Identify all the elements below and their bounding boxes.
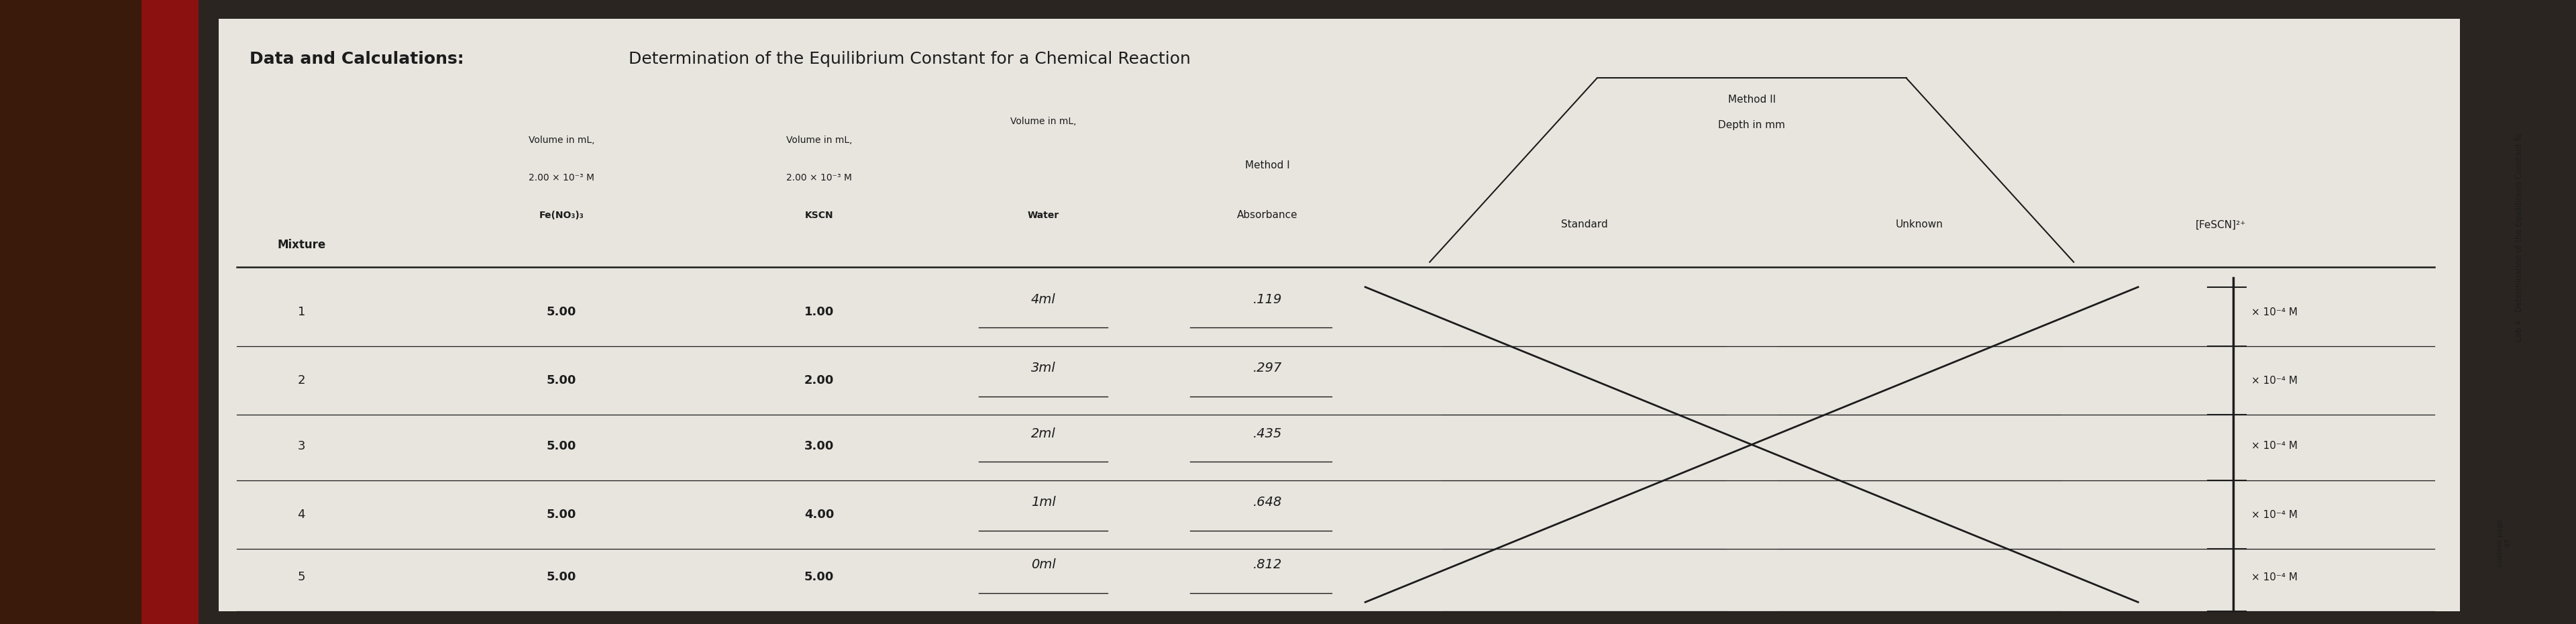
Text: custom page
47: custom page 47 (2496, 519, 2512, 567)
Text: 2.00 × 10⁻³ M: 2.00 × 10⁻³ M (786, 173, 853, 183)
Text: × 10⁻⁴ M: × 10⁻⁴ M (2251, 441, 2298, 451)
Text: Unknown: Unknown (1896, 220, 1942, 230)
Text: 2: 2 (299, 374, 304, 387)
Text: [FeSCN]²⁺: [FeSCN]²⁺ (2195, 220, 2246, 230)
Text: × 10⁻⁴ M: × 10⁻⁴ M (2251, 572, 2298, 582)
Text: 2ml: 2ml (1030, 427, 1056, 440)
Text: Fe(NO₃)₃: Fe(NO₃)₃ (538, 210, 585, 220)
Text: KSCN: KSCN (804, 210, 835, 220)
Text: 3ml: 3ml (1030, 362, 1056, 374)
Text: Data and Calculations:: Data and Calculations: (250, 51, 464, 67)
Text: 4ml: 4ml (1030, 293, 1056, 306)
Text: 3.00: 3.00 (804, 440, 835, 452)
Text: 5.00: 5.00 (546, 374, 577, 387)
Text: Method II: Method II (1728, 95, 1775, 105)
Text: 4: 4 (299, 509, 304, 521)
FancyBboxPatch shape (219, 19, 2460, 612)
Text: Depth in mm: Depth in mm (1718, 120, 1785, 130)
Text: 5.00: 5.00 (546, 571, 577, 583)
Text: Water: Water (1028, 210, 1059, 220)
Text: 0ml: 0ml (1030, 558, 1056, 571)
Text: Volume in mL,: Volume in mL, (528, 135, 595, 145)
Text: .297: .297 (1252, 362, 1283, 374)
Text: 1: 1 (299, 306, 304, 318)
Text: Determination of the Equilibrium Constant for a Chemical Reaction: Determination of the Equilibrium Constan… (623, 51, 1190, 67)
Text: Volume in mL,: Volume in mL, (786, 135, 853, 145)
Text: .435: .435 (1252, 427, 1283, 440)
Text: 5: 5 (299, 571, 304, 583)
Text: .119: .119 (1252, 293, 1283, 306)
Text: 3: 3 (299, 440, 304, 452)
Text: Absorbance: Absorbance (1236, 210, 1298, 220)
Text: .812: .812 (1252, 558, 1283, 571)
FancyBboxPatch shape (142, 0, 198, 624)
Text: 1.00: 1.00 (804, 306, 835, 318)
Text: × 10⁻⁴ M: × 10⁻⁴ M (2251, 510, 2298, 520)
Text: 1ml: 1ml (1030, 496, 1056, 509)
Text: 2.00 × 10⁻³ M: 2.00 × 10⁻³ M (528, 173, 595, 183)
Text: 5.00: 5.00 (546, 440, 577, 452)
Text: 5.00: 5.00 (546, 509, 577, 521)
Text: Standard: Standard (1561, 220, 1607, 230)
Text: Lab 4:  Determination of the Equilibrium Constant fo: Lab 4: Determination of the Equilibrium … (2514, 133, 2524, 341)
Text: × 10⁻⁴ M: × 10⁻⁴ M (2251, 376, 2298, 386)
Text: × 10⁻⁴ M: × 10⁻⁴ M (2251, 307, 2298, 317)
Text: .648: .648 (1252, 496, 1283, 509)
Text: 5.00: 5.00 (546, 306, 577, 318)
Text: 4.00: 4.00 (804, 509, 835, 521)
Text: 2.00: 2.00 (804, 374, 835, 387)
Text: Mixture: Mixture (278, 238, 325, 251)
Text: Volume in mL,: Volume in mL, (1010, 117, 1077, 127)
Text: 5.00: 5.00 (804, 571, 835, 583)
FancyBboxPatch shape (0, 0, 193, 624)
Text: Method I: Method I (1244, 160, 1291, 170)
